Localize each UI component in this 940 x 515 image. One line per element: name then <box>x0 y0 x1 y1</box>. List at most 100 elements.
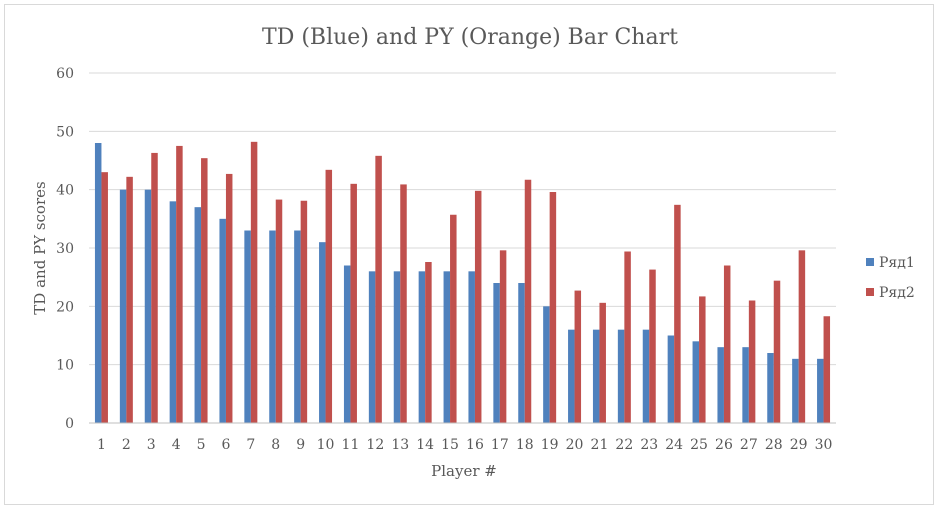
bar-series2-player-13 <box>400 184 407 423</box>
legend: Ряд1 Ряд2 <box>866 255 915 301</box>
x-tick-label: 26 <box>715 437 733 453</box>
x-tick-label: 15 <box>441 437 459 453</box>
x-tick-label: 2 <box>122 437 131 453</box>
bar-series1-player-27 <box>742 347 749 423</box>
bar-series1-player-17 <box>493 283 500 423</box>
x-tick-label: 6 <box>221 437 230 453</box>
y-tick-label: 30 <box>56 241 74 257</box>
bar-series1-player-28 <box>767 353 774 423</box>
bar-series2-player-16 <box>474 190 482 423</box>
y-tick-label: 10 <box>56 358 74 374</box>
bar-series1-player-23 <box>642 329 650 423</box>
bar-series2-player-21 <box>599 302 606 423</box>
bar-series2-player-25 <box>699 296 706 423</box>
legend-swatch <box>866 288 874 296</box>
bar-series1-player-29 <box>792 358 799 423</box>
bar-series1-player-15 <box>443 271 451 423</box>
bar-series1-player-8 <box>269 230 276 423</box>
bar-series1-player-21 <box>592 329 600 423</box>
x-tick-label: 29 <box>790 437 808 453</box>
bar-series1-player-10 <box>319 242 326 423</box>
chart-title: TD (Blue) and PY (Orange) Bar Chart <box>262 25 678 50</box>
bar-series2-player-30 <box>823 316 831 423</box>
x-tick-label: 24 <box>665 437 683 453</box>
bar-series1-player-4 <box>169 201 177 423</box>
bar-series2-player-6 <box>225 173 233 423</box>
bar-series1-player-14 <box>418 271 426 423</box>
bars <box>94 141 831 424</box>
legend-label: Ряд1 <box>879 255 915 271</box>
x-tick-label: 19 <box>541 437 559 453</box>
x-tick-label: 30 <box>815 437 833 453</box>
bar-series1-player-9 <box>294 230 301 423</box>
x-tick-label: 17 <box>491 437 509 453</box>
x-tick-label: 4 <box>172 437 181 453</box>
bar-series2-player-8 <box>275 199 283 423</box>
x-tick-label: 12 <box>366 437 384 453</box>
bar-series2-player-14 <box>425 262 432 423</box>
bar-series2-player-20 <box>574 290 582 423</box>
x-tick-label: 9 <box>296 437 305 453</box>
x-tick-label: 14 <box>416 437 434 453</box>
bar-series2-player-1 <box>101 172 108 423</box>
bar-series2-player-24 <box>674 204 681 423</box>
bar-series2-player-10 <box>325 169 333 423</box>
bar-series1-player-6 <box>219 218 226 423</box>
bar-series2-player-22 <box>624 251 631 423</box>
x-tick-label: 7 <box>246 437 255 453</box>
bar-series1-player-2 <box>119 189 127 423</box>
x-tick-label: 3 <box>147 437 156 453</box>
y-tick-label: 60 <box>56 66 74 82</box>
x-tick-label: 28 <box>765 437 783 453</box>
x-tick-label: 5 <box>197 437 206 453</box>
bar-series1-player-3 <box>144 189 152 423</box>
bar-series2-player-4 <box>176 145 183 424</box>
x-tick-label: 8 <box>271 437 280 453</box>
bar-series2-player-2 <box>126 176 133 423</box>
x-axis-title: Player # <box>431 462 497 480</box>
bar-series2-player-17 <box>499 250 507 423</box>
bar-series2-player-9 <box>300 200 308 423</box>
bar-series1-player-1 <box>94 143 102 423</box>
x-tick-label: 1 <box>97 437 106 453</box>
bar-series1-player-30 <box>817 358 824 423</box>
y-tick-label: 0 <box>65 416 74 432</box>
bar-series2-player-23 <box>649 269 656 423</box>
x-tick-label: 13 <box>391 437 409 453</box>
bar-series1-player-16 <box>468 271 475 423</box>
bar-series1-player-24 <box>667 335 675 423</box>
bar-series1-player-7 <box>244 230 251 423</box>
bar-series2-player-11 <box>350 183 357 423</box>
x-tick-label: 20 <box>566 437 584 453</box>
x-tick-label: 10 <box>317 437 335 453</box>
x-tick-label: 21 <box>591 437 609 453</box>
legend-label: Ряд2 <box>879 285 915 301</box>
bar-series1-player-13 <box>393 271 401 423</box>
x-tick-label: 11 <box>342 437 360 453</box>
x-tick-label: 23 <box>640 437 658 453</box>
bar-series2-player-19 <box>549 192 557 423</box>
bar-series1-player-5 <box>194 207 202 423</box>
bar-series2-player-29 <box>798 250 806 423</box>
y-tick-label: 50 <box>56 124 74 140</box>
bar-series1-player-25 <box>692 341 700 423</box>
x-tick-label: 18 <box>516 437 534 453</box>
y-tick-label: 40 <box>56 183 74 199</box>
bar-series2-player-27 <box>748 300 756 423</box>
y-tick-label: 20 <box>56 299 74 315</box>
y-axis-title: TD and PY scores <box>31 181 49 314</box>
bar-series2-player-26 <box>723 265 731 423</box>
x-tick-label: 27 <box>740 437 758 453</box>
bar-series1-player-11 <box>343 265 351 423</box>
bar-series1-player-26 <box>717 347 724 423</box>
gridlines <box>89 72 836 366</box>
bar-series2-player-18 <box>524 179 532 423</box>
bar-series1-player-22 <box>617 329 625 423</box>
bar-series1-player-20 <box>568 329 575 423</box>
bar-series2-player-7 <box>250 141 258 423</box>
bar-series2-player-15 <box>450 214 457 423</box>
x-tick-label: 25 <box>690 437 708 453</box>
bar-series1-player-19 <box>543 306 550 423</box>
